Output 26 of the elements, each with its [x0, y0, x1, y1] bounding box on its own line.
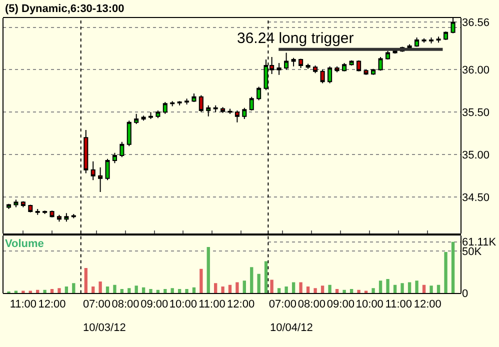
annotation: 36.24 long trigger — [237, 30, 354, 47]
x-tick-label: 10:00 — [169, 298, 197, 310]
x-tick-label: 11:00 — [198, 298, 226, 310]
y-tick-label: 36.56 — [462, 17, 490, 30]
y-tick-label: 34.50 — [462, 192, 490, 204]
x-tick-label: 11:00 — [385, 298, 412, 310]
x-axis-title: 10/03/12 — [83, 322, 126, 334]
x-tick-label: 09:00 — [326, 298, 354, 310]
x-tick-label: 11:00 — [10, 298, 37, 310]
y-tick-label: 35.00 — [462, 149, 490, 162]
x-tick-label: 08:00 — [112, 298, 140, 310]
x-axis-title: 10/04/12 — [270, 322, 313, 334]
x-tick-label: 07:00 — [82, 298, 110, 310]
y-tick-label: 35.50 — [462, 107, 490, 120]
x-tick-label: 12:00 — [227, 298, 255, 310]
chart-title: Volume — [5, 238, 44, 250]
x-tick-label: 12:00 — [414, 298, 442, 310]
x-tick-label: 09:00 — [140, 298, 168, 310]
x-tick-label: 08:00 — [298, 298, 326, 310]
x-tick-label: 10:00 — [356, 298, 384, 310]
x-tick-label: 07:00 — [268, 298, 296, 310]
chart-title: (5) Dynamic,6:30-13:00 — [5, 3, 124, 15]
y-tick-label: 0 — [462, 288, 468, 300]
y-tick-label: 36.00 — [462, 64, 490, 77]
y-tick-label: 50K — [462, 246, 482, 258]
x-tick-label: 12:00 — [38, 298, 66, 310]
